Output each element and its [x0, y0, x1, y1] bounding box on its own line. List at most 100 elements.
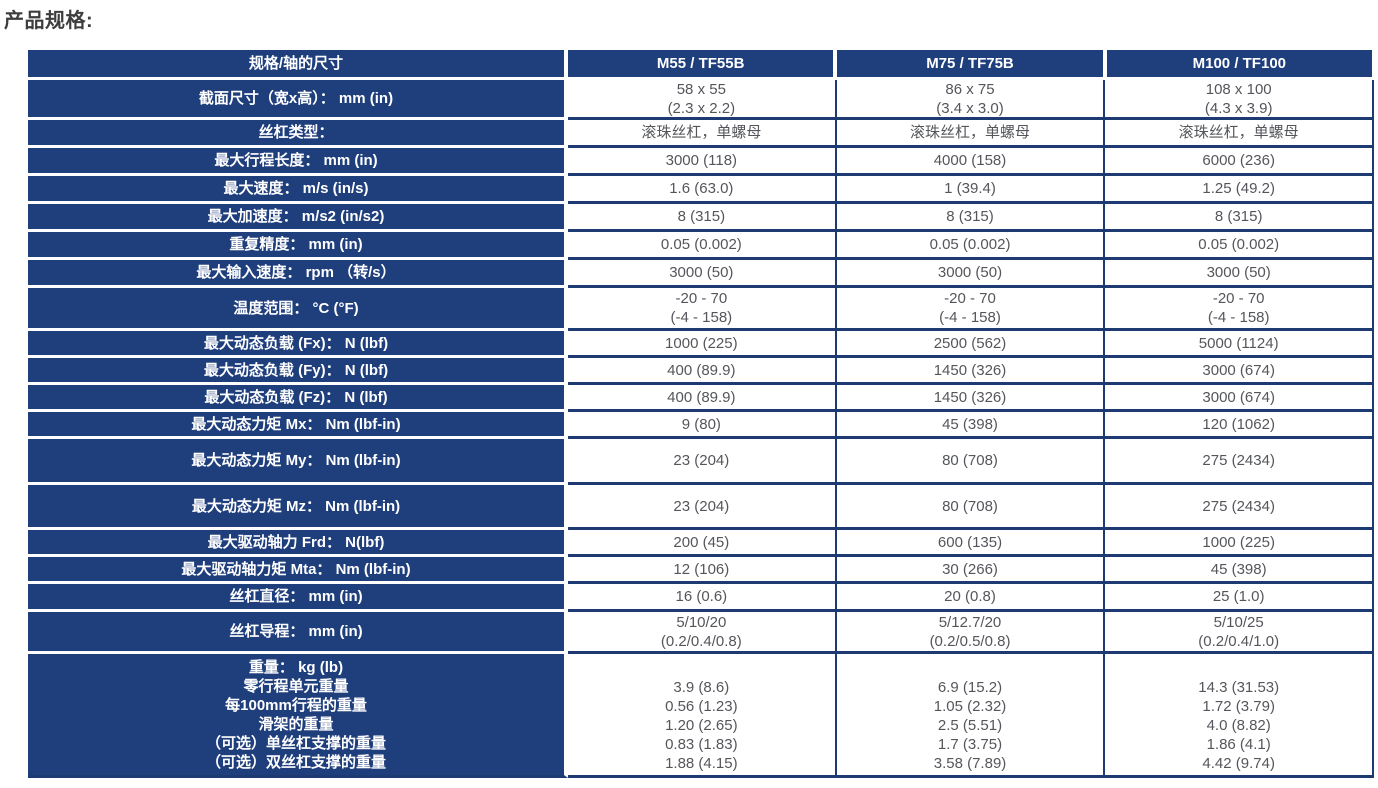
value-cell: 30 (266)	[836, 557, 1106, 584]
row-values: 58 x 55 (2.3 x 2.2) 86 x 75 (3.4 x 3.0) 108 …	[568, 80, 1375, 120]
value-cell-line: 1000 (225)	[1202, 533, 1275, 551]
value-cell-line: 3.9 (8.6)	[673, 679, 730, 696]
value-cell-line: 45 (398)	[942, 415, 998, 433]
value-cell: 120 (1062)	[1105, 412, 1375, 439]
row-values: 16 (0.6) 20 (0.8) 25 (1.0)	[568, 584, 1375, 612]
value-cell-line: (2.3 x 2.2)	[667, 99, 736, 117]
row-values: 0.05 (0.002) 0.05 (0.002) 0.05 (0.002)	[568, 232, 1375, 260]
value-cell: 25 (1.0)	[1105, 584, 1375, 612]
value-cell-line: 1.72 (3.79)	[1202, 698, 1275, 715]
row-label: 最大动态力矩 Mx： Nm (lbf-in)	[28, 412, 568, 439]
value-cell-line: 8 (315)	[677, 208, 726, 225]
row-label: 规格/轴的尺寸	[28, 50, 568, 80]
value-cell: 5/10/20 (0.2/0.4/0.8)	[568, 612, 837, 654]
value-cell: 16 (0.6)	[568, 584, 837, 612]
spec-row: 最大动态力矩 Mx： Nm (lbf-in) 9 (80) 45 (398) 120 …	[28, 412, 1375, 439]
value-cell: 8 (315)	[836, 204, 1106, 232]
value-cell: 45 (398)	[836, 412, 1106, 439]
spec-row: 最大动态负载 (Fz)： N (lbf) 400 (89.9) 1450 (326)…	[28, 385, 1375, 412]
row-label-line: 滑架的重量	[258, 716, 334, 733]
value-cell: 400 (89.9)	[568, 385, 837, 412]
spec-row: 丝杠直径： mm (in) 16 (0.6) 20 (0.8) 25 (1.0)	[28, 584, 1375, 612]
value-cell: 45 (398)	[1105, 557, 1375, 584]
value-cell-line: -20 - 70	[944, 290, 996, 307]
value-cell-line: (4.3 x 3.9)	[1204, 99, 1273, 117]
value-cell: 108 x 100 (4.3 x 3.9)	[1105, 80, 1375, 120]
value-cell: 275 (2434)	[1105, 439, 1375, 485]
row-values: 1.6 (63.0) 1 (39.4) 1.25 (49.2)	[568, 176, 1375, 204]
value-cell: 3000 (118)	[568, 148, 837, 176]
value-cell: 200 (45)	[568, 530, 837, 557]
value-cell-line: 1000 (225)	[665, 334, 738, 352]
value-cell: 1.25 (49.2)	[1105, 176, 1375, 204]
value-cell: M100 / TF100	[1106, 50, 1374, 80]
value-cell-line: 275 (2434)	[1202, 497, 1275, 515]
row-label-line: 规格/轴的尺寸	[248, 55, 344, 72]
value-cell-line: 6000 (236)	[1202, 152, 1275, 169]
value-cell: 1450 (326)	[836, 358, 1106, 385]
page-title: 产品规格:	[4, 10, 94, 32]
row-values: 3.9 (8.6) 0.56 (1.23) 1.20 (2.65) 0.83 (1.8…	[568, 654, 1375, 778]
row-label: 最大动态负载 (Fy)： N (lbf)	[28, 358, 568, 385]
row-label: 最大动态力矩 My： Nm (lbf-in)	[28, 439, 568, 485]
row-label: 最大输入速度： rpm （转/s）	[28, 260, 568, 288]
value-cell-line: 25 (1.0)	[1212, 588, 1265, 605]
value-cell: 20 (0.8)	[836, 584, 1106, 612]
value-cell-line: 4.0 (8.82)	[1206, 717, 1271, 734]
value-cell-line: 3000 (50)	[1206, 264, 1271, 281]
row-label: 最大驱动轴力 Frd： N(lbf)	[28, 530, 568, 557]
row-label: 截面尺寸（宽x高）： mm (in)	[28, 80, 568, 120]
row-label: 最大动态负载 (Fz)： N (lbf)	[28, 385, 568, 412]
value-cell: 3000 (674)	[1105, 385, 1375, 412]
value-cell-line: 1450 (326)	[933, 361, 1007, 379]
value-cell-line: 1.20 (2.65)	[665, 717, 738, 734]
value-cell-line: 600 (135)	[937, 533, 1003, 551]
row-values: 5/10/20 (0.2/0.4/0.8) 5/12.7/20 (0.2/0.5/0.…	[568, 612, 1375, 654]
value-cell-line: 1.25 (49.2)	[1202, 180, 1275, 197]
value-cell-line: 1450 (326)	[933, 388, 1007, 406]
value-cell-line: (0.2/0.4/0.8)	[660, 632, 742, 650]
value-cell-line: 3000 (50)	[669, 264, 734, 281]
value-cell-line: 1.7 (3.75)	[937, 736, 1003, 753]
row-label: 重量： kg (lb) 零行程单元重量 每100mm行程的重量 滑架的重量 （可选）单丝…	[28, 654, 568, 778]
value-cell-line: 5000 (1124)	[1198, 334, 1279, 352]
value-cell-line: 1 (39.4)	[944, 180, 996, 197]
value-cell-line: 400 (89.9)	[667, 361, 736, 379]
value-cell-line: 3000 (118)	[665, 152, 738, 169]
value-cell-line: 1.86 (4.1)	[1206, 736, 1271, 753]
value-cell: 滚珠丝杠，单螺母	[836, 120, 1106, 148]
row-values: 400 (89.9) 1450 (326) 3000 (674)	[568, 385, 1375, 412]
row-label-line: （可选）单丝杠支撑的重量	[205, 735, 386, 752]
row-label-line: 最大动态负载 (Fy)： N (lbf)	[203, 361, 389, 379]
value-cell: 86 x 75 (3.4 x 3.0)	[836, 80, 1106, 120]
value-cell-line: 8 (315)	[1214, 208, 1263, 225]
value-cell-line: 80 (708)	[942, 497, 998, 515]
value-cell-line: 16 (0.6)	[675, 588, 728, 605]
row-values: 8 (315) 8 (315) 8 (315)	[568, 204, 1375, 232]
row-label-line: 重量： kg (lb)	[248, 659, 344, 676]
row-label: 最大加速度： m/s2 (in/s2)	[28, 204, 568, 232]
row-label-line: 最大加速度： m/s2 (in/s2)	[207, 208, 385, 225]
value-cell: 3000 (50)	[1105, 260, 1375, 288]
spec-row: 丝杠类型： 滚珠丝杠，单螺母 滚珠丝杠，单螺母 滚珠丝杠，单螺母	[28, 120, 1375, 148]
row-label-line: 最大驱动轴力矩 Mta： Nm (lbf-in)	[181, 560, 411, 578]
value-cell: 8 (315)	[1105, 204, 1375, 232]
row-values: 3000 (50) 3000 (50) 3000 (50)	[568, 260, 1375, 288]
spec-row: 最大输入速度： rpm （转/s） 3000 (50) 3000 (50) 3000 …	[28, 260, 1375, 288]
value-cell: 9 (80)	[568, 412, 837, 439]
value-cell-line: 14.3 (31.53)	[1198, 679, 1280, 696]
row-label: 丝杠导程： mm (in)	[28, 612, 568, 654]
value-cell-line: 400 (89.9)	[667, 388, 736, 406]
value-cell: 3000 (50)	[568, 260, 837, 288]
value-cell-line: 108 x 100	[1205, 80, 1272, 98]
value-cell: 3000 (674)	[1105, 358, 1375, 385]
row-label-line: 最大输入速度： rpm （转/s）	[196, 264, 396, 281]
value-cell: 14.3 (31.53) 1.72 (3.79) 4.0 (8.82) 1.86 (4…	[1105, 654, 1375, 778]
value-cell-line: 0.56 (1.23)	[665, 698, 738, 715]
spec-row: 最大驱动轴力 Frd： N(lbf) 200 (45) 600 (135) 1000 …	[28, 530, 1375, 557]
spec-row: 最大驱动轴力矩 Mta： Nm (lbf-in) 12 (106) 30 (266)…	[28, 557, 1375, 584]
row-label: 最大驱动轴力矩 Mta： Nm (lbf-in)	[28, 557, 568, 584]
value-cell-line: (0.2/0.5/0.8)	[929, 632, 1011, 650]
value-cell-line: 3.58 (7.89)	[933, 755, 1007, 772]
row-label-line: 每100mm行程的重量	[225, 697, 367, 714]
